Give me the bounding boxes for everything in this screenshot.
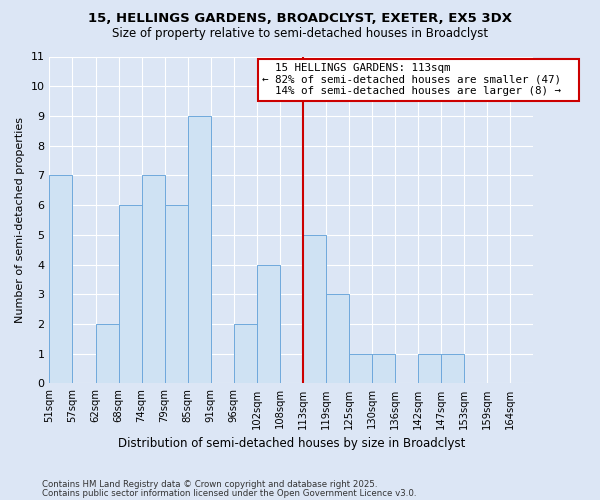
- Bar: [164, 205, 188, 384]
- X-axis label: Distribution of semi-detached houses by size in Broadclyst: Distribution of semi-detached houses by …: [118, 437, 465, 450]
- Bar: [303, 235, 326, 384]
- Text: Contains public sector information licensed under the Open Government Licence v3: Contains public sector information licen…: [42, 489, 416, 498]
- Text: Contains HM Land Registry data © Crown copyright and database right 2025.: Contains HM Land Registry data © Crown c…: [42, 480, 377, 489]
- Bar: [142, 176, 164, 384]
- Bar: [257, 264, 280, 384]
- Bar: [326, 294, 349, 384]
- Bar: [95, 324, 119, 384]
- Bar: [441, 354, 464, 384]
- Bar: [119, 205, 142, 384]
- Y-axis label: Number of semi-detached properties: Number of semi-detached properties: [15, 117, 25, 323]
- Bar: [418, 354, 441, 384]
- Bar: [372, 354, 395, 384]
- Bar: [234, 324, 257, 384]
- Text: 15, HELLINGS GARDENS, BROADCLYST, EXETER, EX5 3DX: 15, HELLINGS GARDENS, BROADCLYST, EXETER…: [88, 12, 512, 26]
- Bar: [188, 116, 211, 384]
- Bar: [49, 176, 73, 384]
- Text: 15 HELLINGS GARDENS: 113sqm  
← 82% of semi-detached houses are smaller (47)  
 : 15 HELLINGS GARDENS: 113sqm ← 82% of sem…: [262, 63, 574, 96]
- Bar: [349, 354, 372, 384]
- Text: Size of property relative to semi-detached houses in Broadclyst: Size of property relative to semi-detach…: [112, 28, 488, 40]
